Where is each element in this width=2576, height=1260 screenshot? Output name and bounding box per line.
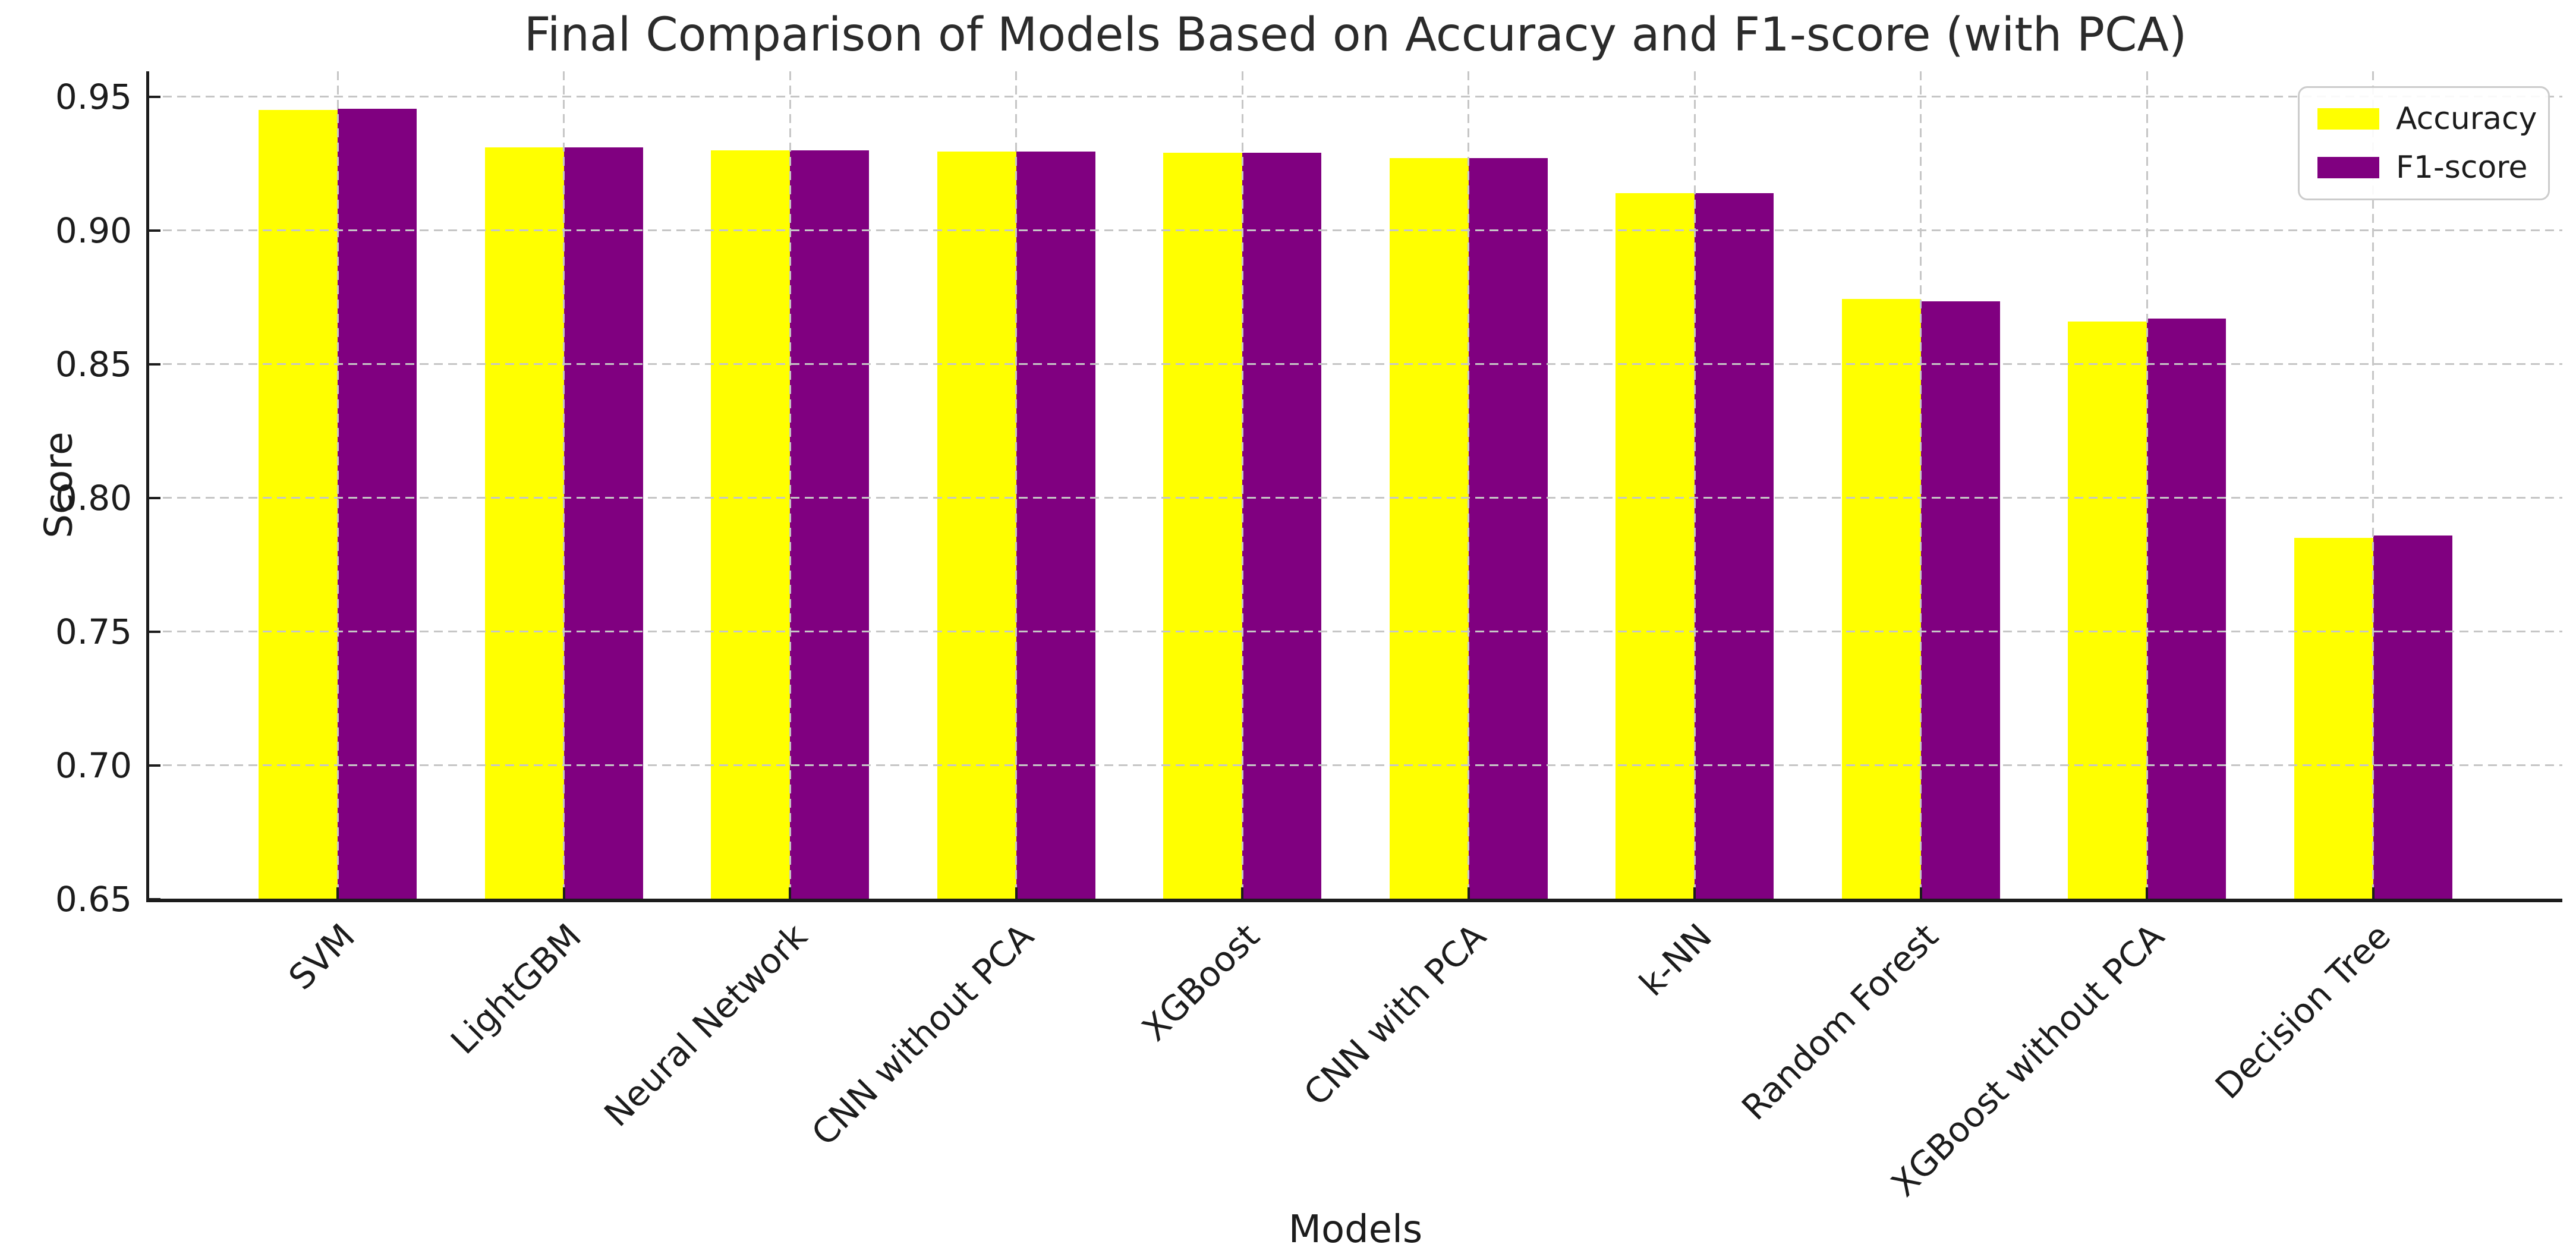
legend: Accuracy F1-score <box>2298 86 2550 200</box>
x-category-label: CNN with PCA <box>1296 916 1494 1114</box>
x-tick <box>562 887 565 899</box>
h-gridline <box>149 497 2562 499</box>
v-gridline <box>2146 71 2148 899</box>
y-tick-label: 0.80 <box>55 477 132 518</box>
x-tick <box>1241 887 1244 899</box>
x-tick <box>789 887 792 899</box>
y-tick-label: 0.95 <box>55 76 132 117</box>
y-tick-label: 0.70 <box>55 745 132 786</box>
bar-accuracy <box>937 152 1016 900</box>
h-gridline <box>149 363 2562 366</box>
bar-accuracy <box>2068 321 2147 900</box>
v-gridline <box>1241 71 1243 899</box>
v-gridline <box>1920 71 1922 899</box>
f1-score-swatch <box>2317 157 2379 178</box>
v-gridline <box>1015 71 1018 899</box>
bar-accuracy <box>1163 153 1243 900</box>
bar-f1-score <box>1242 153 1322 900</box>
x-category-label: CNN without PCA <box>803 916 1041 1154</box>
bar-f1-score <box>790 150 870 900</box>
legend-label-f1-score: F1-score <box>2396 150 2528 185</box>
x-category-label: LightGBM <box>442 916 589 1062</box>
x-tick <box>2146 887 2149 899</box>
x-axis-label: Models <box>1288 1208 1423 1252</box>
accuracy-swatch <box>2317 108 2379 130</box>
y-tick <box>149 630 160 633</box>
x-category-label: Decision Tree <box>2207 916 2399 1107</box>
bar-f1-score <box>1920 301 2000 900</box>
bar-f1-score <box>1468 158 1548 900</box>
bar-accuracy <box>259 110 338 900</box>
bar-accuracy <box>1841 298 1921 900</box>
v-gridline <box>1693 71 1696 899</box>
legend-label-accuracy: Accuracy <box>2396 101 2537 137</box>
h-gridline <box>149 764 2562 767</box>
x-category-label: XGBoost <box>1134 916 1268 1049</box>
x-tick <box>1693 887 1696 899</box>
h-gridline <box>149 631 2562 633</box>
bar-f1-score <box>1016 152 1095 900</box>
y-tick <box>149 229 160 232</box>
y-tick <box>149 496 160 499</box>
chart-title: Final Comparison of Models Based on Accu… <box>524 8 2187 62</box>
bar-f1-score <box>2373 535 2452 900</box>
x-tick <box>1015 887 1018 899</box>
x-category-label: Neural Network <box>596 916 815 1135</box>
v-gridline <box>1467 71 1470 899</box>
x-category-label: k-NN <box>1632 916 1720 1004</box>
y-tick <box>149 764 160 767</box>
x-tick <box>1919 887 1922 899</box>
y-tick-label: 0.65 <box>55 879 132 919</box>
v-gridline <box>336 71 339 899</box>
legend-item-accuracy: Accuracy <box>2317 101 2537 137</box>
bar-f1-score <box>1695 193 1774 900</box>
bar-f1-score <box>2147 319 2227 900</box>
y-tick-label: 0.85 <box>55 344 132 385</box>
bottom-spine <box>146 899 2562 902</box>
x-tick <box>336 887 339 899</box>
bar-accuracy <box>2294 538 2373 900</box>
y-tick-label: 0.75 <box>55 611 132 652</box>
v-gridline <box>2372 71 2375 899</box>
legend-item-f1-score: F1-score <box>2317 150 2530 185</box>
x-category-label: Random Forest <box>1734 916 1946 1128</box>
v-gridline <box>563 71 565 899</box>
y-tick-label: 0.90 <box>55 210 132 251</box>
bar-accuracy <box>1389 158 1469 900</box>
v-gridline <box>789 71 791 899</box>
x-tick <box>2372 887 2375 899</box>
bar-f1-score <box>338 109 417 900</box>
h-gridline <box>149 229 2562 232</box>
bar-f1-score <box>563 147 643 900</box>
h-gridline <box>149 96 2562 98</box>
bar-accuracy <box>484 147 564 900</box>
left-spine <box>146 71 149 902</box>
x-category-label: SVM <box>281 916 363 998</box>
y-tick <box>149 95 160 98</box>
bar-accuracy <box>711 150 791 900</box>
bar-accuracy <box>1615 193 1695 900</box>
y-tick <box>149 363 160 366</box>
x-tick <box>1467 887 1470 899</box>
